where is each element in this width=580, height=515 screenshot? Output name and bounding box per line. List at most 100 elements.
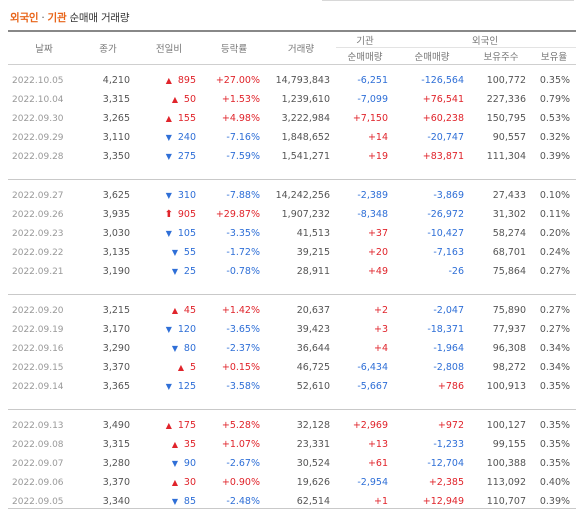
triangle-down-icon: ▼ — [165, 152, 172, 161]
cell-rate: +1.53% — [221, 94, 260, 105]
cell-foreign-hold: 27,433 — [492, 190, 526, 201]
cell-date: 2022.09.06 — [12, 477, 64, 488]
change-value: 35 — [183, 439, 196, 450]
cell-rate: +0.90% — [221, 477, 260, 488]
cell-close: 3,315 — [102, 439, 130, 450]
group-separator — [8, 409, 577, 410]
cell-volume: 3,222,984 — [281, 113, 330, 124]
cell-volume: 1,907,232 — [281, 209, 330, 220]
cell-close: 3,135 — [102, 247, 130, 258]
cell-foreign-hold: 75,864 — [492, 266, 526, 277]
triangle-up-icon: ▲ — [177, 363, 185, 372]
cell-change: ▼ 90 — [136, 454, 202, 473]
cell-date: 2022.09.21 — [12, 266, 64, 277]
change-value: 5 — [189, 362, 196, 373]
title-foreign: 외국인 — [10, 12, 39, 24]
cell-foreign-hold: 58,274 — [492, 228, 526, 239]
cell-volume: 1,541,271 — [281, 151, 330, 162]
cell-foreign-net: -20,747 — [427, 132, 464, 143]
cell-foreign-hold: 227,336 — [486, 94, 526, 105]
cell-rate: -2.67% — [226, 458, 260, 469]
cell-rate: +5.28% — [221, 420, 260, 431]
header-inst-net: 순매매량 — [336, 47, 394, 65]
cell-foreign-net: -7,163 — [433, 247, 464, 258]
cell-change: ▼ 80 — [136, 339, 202, 358]
triangle-down-icon: ▼ — [165, 382, 172, 391]
separator-cell — [8, 179, 577, 180]
cell-foreign-hold: 98,272 — [492, 362, 526, 373]
table-row: 2022.09.21 3,190 ▼ 25 -0.78% 28,911 +49 -26 75,8… — [8, 262, 576, 281]
cell-volume: 52,610 — [296, 381, 330, 392]
cell-foreign-hold: 75,890 — [492, 305, 526, 316]
cell-volume: 32,128 — [296, 420, 330, 431]
cell-volume: 23,331 — [296, 439, 330, 450]
cell-foreign-net: +2,385 — [428, 477, 464, 488]
triangle-up-icon: ▲ — [165, 76, 172, 85]
cell-change: ▲ 45 — [136, 295, 202, 320]
cell-date: 2022.09.19 — [12, 324, 64, 335]
cell-change: ▼ 55 — [136, 243, 202, 262]
cell-foreign-hold: 100,913 — [486, 381, 526, 392]
cell-rate: -3.58% — [226, 381, 260, 392]
cell-foreign-ratio: 0.27% — [539, 324, 571, 335]
change-value: 90 — [183, 458, 196, 469]
cell-foreign-net: +60,238 — [422, 113, 464, 124]
triangle-down-icon: ▼ — [171, 344, 178, 353]
gap-cell — [8, 396, 576, 410]
table-row: 2022.09.08 3,315 ▲ 35 +1.07% 23,331 +13 -1,233 9… — [8, 435, 576, 454]
cell-foreign-ratio: 0.27% — [539, 305, 571, 316]
cell-date: 2022.09.23 — [12, 228, 64, 239]
group-separator — [8, 294, 577, 295]
cell-foreign-ratio: 0.32% — [539, 132, 571, 143]
cell-volume: 46,725 — [296, 362, 330, 373]
cell-volume: 1,848,652 — [281, 132, 330, 143]
cell-foreign-net: -26,972 — [427, 209, 464, 220]
header-volume: 거래량 — [266, 30, 336, 65]
table-row: 2022.09.22 3,135 ▼ 55 -1.72% 39,215 +20 -7,163 6… — [8, 243, 576, 262]
separator-cell — [8, 294, 577, 295]
cell-close: 3,350 — [102, 151, 130, 162]
cell-volume: 39,423 — [296, 324, 330, 335]
cell-change: ▲ 155 — [136, 109, 202, 128]
cell-date: 2022.09.27 — [12, 190, 64, 201]
cell-foreign-ratio: 0.10% — [539, 190, 571, 201]
cell-date: 2022.10.05 — [12, 75, 64, 86]
cell-foreign-net: +83,871 — [422, 151, 464, 162]
cell-inst-net: +37 — [367, 228, 388, 239]
triangle-down-icon: ▼ — [165, 229, 172, 238]
cell-foreign-hold: 111,304 — [486, 151, 526, 162]
table-row: 2022.09.16 3,290 ▼ 80 -2.37% 36,644 +4 -1,964 96… — [8, 339, 576, 358]
cell-foreign-net: -1,964 — [433, 343, 464, 354]
cell-foreign-ratio: 0.11% — [539, 209, 571, 220]
cell-rate: +1.07% — [221, 439, 260, 450]
cell-inst-net: +4 — [373, 343, 388, 354]
cell-volume: 41,513 — [296, 228, 330, 239]
cell-foreign-net: +76,541 — [422, 94, 464, 105]
triangle-down-icon: ▼ — [171, 267, 178, 276]
cell-volume: 28,911 — [296, 266, 330, 277]
table-row: 2022.10.04 3,315 ▲ 50 +1.53% 1,239,610 -7,099 +… — [8, 90, 576, 109]
triangle-up-icon: ▲ — [165, 114, 172, 123]
cell-close: 3,315 — [102, 94, 130, 105]
cell-rate: +29.87% — [215, 209, 260, 220]
table-row: 2022.09.06 3,370 ▲ 30 +0.90% 19,626 -2,954 +2,3… — [8, 473, 576, 492]
change-value: 240 — [177, 132, 196, 143]
cell-close: 3,340 — [102, 496, 130, 507]
title-dot: · — [41, 12, 45, 24]
cell-foreign-ratio: 0.53% — [539, 113, 571, 124]
cell-foreign-net: -126,564 — [421, 75, 464, 86]
cell-close: 3,030 — [102, 228, 130, 239]
cell-foreign-ratio: 0.39% — [539, 151, 571, 162]
cell-date: 2022.09.08 — [12, 439, 64, 450]
cell-close: 3,365 — [102, 381, 130, 392]
cell-foreign-ratio: 0.20% — [539, 228, 571, 239]
triangle-down-icon: ▼ — [165, 133, 172, 142]
cell-foreign-net: +972 — [437, 420, 464, 431]
table-row: 2022.09.26 3,935 ⬆ 905 +29.87% 1,907,232 -8,34… — [8, 205, 576, 224]
change-value: 310 — [177, 190, 196, 201]
cell-change: ▲ 895 — [136, 65, 202, 91]
table-row: 2022.09.20 3,215 ▲ 45 +1.42% 20,637 +2 -2,047 75… — [8, 295, 576, 320]
cell-volume: 19,626 — [296, 477, 330, 488]
cell-close: 3,215 — [102, 305, 130, 316]
cell-foreign-net: -3,869 — [433, 190, 464, 201]
